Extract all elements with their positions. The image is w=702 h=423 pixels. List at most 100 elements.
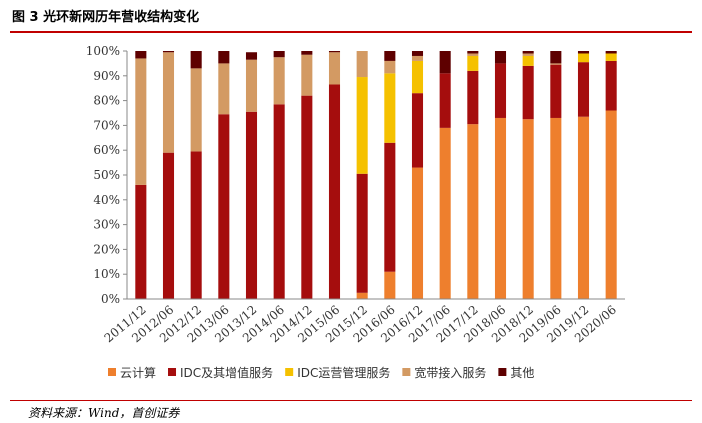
bar-segment bbox=[550, 117, 562, 300]
bar-stack bbox=[550, 51, 562, 300]
bar-segment bbox=[439, 51, 451, 74]
source-note: 资料来源：Wind，首创证券 bbox=[28, 406, 180, 420]
bar-segment bbox=[245, 59, 258, 112]
y-tick-label: 0% bbox=[101, 292, 120, 306]
bar-segment bbox=[522, 119, 534, 299]
bar-segment bbox=[384, 60, 396, 74]
legend-swatch bbox=[168, 368, 177, 376]
bar-stack bbox=[384, 51, 396, 299]
bar-stack bbox=[328, 51, 341, 299]
bar-segment bbox=[356, 292, 368, 299]
bar-segment bbox=[273, 57, 285, 105]
bar-segment bbox=[494, 117, 507, 300]
bar-segment bbox=[411, 167, 424, 299]
bar-segment bbox=[301, 54, 313, 96]
legend-label: IDC及其增值服务 bbox=[180, 365, 273, 380]
bar-segment bbox=[162, 152, 175, 299]
bar-segment bbox=[467, 55, 479, 71]
legend-swatch bbox=[108, 368, 116, 376]
bar-segment bbox=[135, 51, 147, 59]
legend-label: 宽带接入服务 bbox=[414, 365, 486, 380]
bar-segment bbox=[190, 151, 202, 299]
bar-stack bbox=[301, 51, 313, 299]
bar-stack bbox=[135, 51, 147, 299]
stacked-bar-chart: 0% 10% 20% 30% 40% 50% 60% 70% 80% 90% 100% 2011/1… bbox=[86, 44, 625, 380]
bar-segment bbox=[550, 51, 562, 64]
legend-swatch bbox=[498, 368, 507, 376]
bar-segment bbox=[328, 52, 341, 85]
y-tick-label: 60% bbox=[93, 143, 120, 157]
legend-item: 其他 bbox=[498, 366, 534, 380]
legend-item: 云计算 bbox=[108, 365, 156, 380]
bar-segment bbox=[494, 51, 507, 64]
bar-segment bbox=[577, 116, 590, 299]
bar-segment bbox=[273, 51, 285, 58]
bar-segment bbox=[411, 93, 424, 168]
bar-segment bbox=[384, 271, 396, 299]
bar-segment bbox=[190, 51, 202, 69]
bar-segment bbox=[190, 68, 202, 152]
bar-stack bbox=[245, 52, 258, 299]
bar-segment bbox=[162, 51, 175, 53]
y-tick-label: 30% bbox=[93, 218, 120, 232]
source-rule bbox=[10, 400, 692, 401]
bar-segment bbox=[577, 62, 590, 117]
bar-segment bbox=[550, 63, 562, 65]
bar-segment bbox=[605, 51, 617, 54]
bar-segment bbox=[356, 173, 368, 293]
bar-segment bbox=[439, 73, 451, 128]
bar-segment bbox=[577, 51, 590, 54]
bar-segment bbox=[439, 127, 451, 299]
bar-segment bbox=[356, 51, 368, 78]
bar-segment bbox=[356, 77, 368, 174]
bar-stack bbox=[522, 51, 534, 299]
y-tick-label: 20% bbox=[93, 242, 120, 256]
bar-segment bbox=[411, 55, 424, 61]
y-tick-label: 100% bbox=[86, 44, 120, 58]
legend-label: 其他 bbox=[510, 366, 534, 380]
bar-segment bbox=[605, 110, 617, 300]
bar-segment bbox=[494, 63, 507, 118]
bar-segment bbox=[218, 114, 230, 300]
y-tick-label: 90% bbox=[93, 69, 120, 83]
bar-segment bbox=[605, 60, 617, 111]
figure-title: 图 3 光环新网历年营收结构变化 bbox=[12, 10, 200, 25]
y-tick-label: 40% bbox=[93, 193, 120, 207]
bar-stack bbox=[439, 51, 451, 299]
bar-segment bbox=[218, 51, 230, 64]
bar-segment bbox=[577, 53, 590, 63]
bar-stack bbox=[577, 51, 590, 299]
bar-segment bbox=[273, 104, 285, 299]
bar-segment bbox=[467, 70, 479, 125]
bar-segment bbox=[218, 63, 230, 115]
legend-item: IDC及其增值服务 bbox=[168, 365, 273, 380]
bar-segment bbox=[522, 65, 534, 120]
y-tick-label: 50% bbox=[93, 168, 120, 182]
title-rule bbox=[10, 31, 692, 33]
bar-segment bbox=[301, 51, 313, 55]
legend-swatch bbox=[402, 368, 411, 376]
legend: 云计算 IDC及其增值服务 IDC运营管理服务 宽带接入服务 其他 bbox=[108, 365, 534, 380]
bar-stack bbox=[218, 51, 230, 300]
y-tick-label: 70% bbox=[93, 118, 120, 132]
bar-stack bbox=[273, 51, 285, 299]
bar-segment bbox=[328, 51, 341, 53]
bar-segment bbox=[411, 51, 424, 56]
bar-stack bbox=[162, 51, 175, 299]
legend-swatch bbox=[285, 368, 294, 376]
bar-segment bbox=[245, 52, 258, 60]
legend-label: 云计算 bbox=[120, 365, 156, 380]
bar-segment bbox=[162, 52, 175, 153]
bar-segment bbox=[301, 95, 313, 299]
bar-segment bbox=[467, 124, 479, 299]
bar-segment bbox=[135, 58, 147, 185]
bar-segment bbox=[328, 84, 341, 299]
bar-segment bbox=[384, 73, 396, 143]
bar-segment bbox=[522, 51, 534, 54]
y-tick-label: 80% bbox=[93, 94, 120, 108]
y-tick-label: 10% bbox=[93, 267, 120, 281]
bar-segment bbox=[245, 111, 258, 299]
legend-item: 宽带接入服务 bbox=[402, 365, 486, 380]
bar-segment bbox=[550, 64, 562, 118]
bar-segment bbox=[384, 51, 396, 61]
